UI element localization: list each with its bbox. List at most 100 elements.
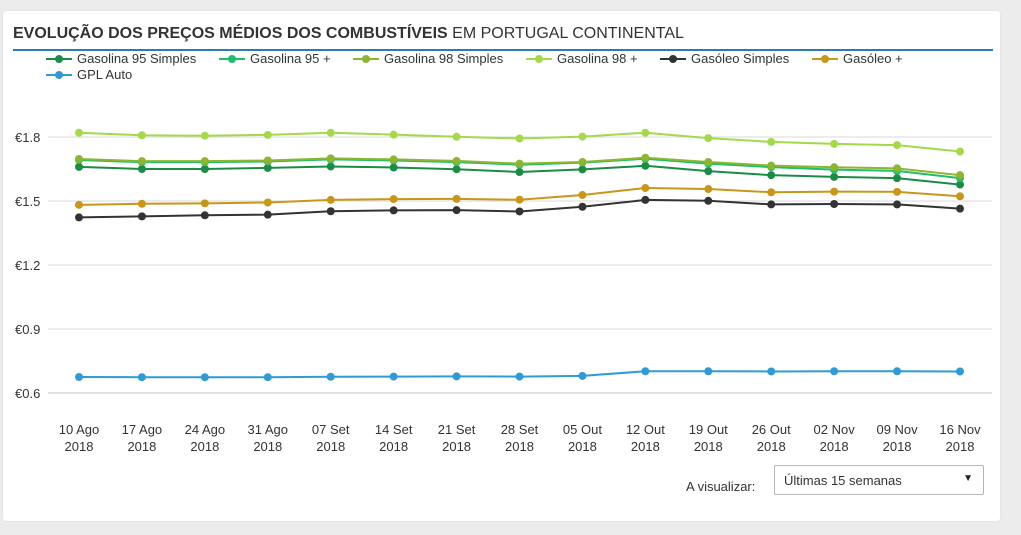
data-point: [641, 183, 650, 192]
caret-down-icon: ▼: [963, 473, 973, 484]
chart-card: EVOLUÇÃO DOS PREÇOS MÉDIOS DOS COMBUSTÍV…: [3, 11, 1000, 521]
data-point: [452, 194, 461, 203]
data-point: [830, 139, 839, 148]
x-tick-label-line: 21 Set: [438, 422, 476, 437]
data-point: [641, 195, 650, 204]
data-point: [389, 130, 398, 139]
x-tick-label-line: 2018: [694, 439, 723, 454]
x-tick-label-line: 2018: [253, 439, 282, 454]
data-point: [263, 210, 272, 219]
legend-marker-icon: [526, 55, 552, 63]
x-tick-label-line: 2018: [820, 439, 849, 454]
x-tick-label-line: 2018: [568, 439, 597, 454]
x-tick-label-line: 2018: [883, 439, 912, 454]
data-point: [515, 167, 524, 176]
data-point: [389, 163, 398, 172]
x-tick-label: 02 Nov 2018: [814, 422, 856, 454]
data-point: [515, 207, 524, 216]
period-select[interactable]: Últimas 15 semanas ▼: [774, 465, 984, 495]
chart-title: EVOLUÇÃO DOS PREÇOS MÉDIOS DOS COMBUSTÍV…: [13, 23, 993, 45]
data-point: [452, 165, 461, 174]
x-tick-label-line: 09 Nov: [876, 422, 918, 437]
data-point: [641, 153, 650, 162]
data-point: [578, 371, 587, 380]
data-point: [893, 174, 902, 183]
x-tick-label: 09 Nov 2018: [876, 422, 918, 454]
data-point: [200, 199, 209, 208]
data-point: [137, 131, 146, 140]
data-point: [326, 207, 335, 216]
data-point: [200, 373, 209, 382]
data-point: [767, 367, 776, 376]
data-point: [767, 188, 776, 197]
data-point: [326, 128, 335, 137]
x-tick-label: 16 Nov 2018: [939, 422, 981, 454]
x-tick-label-line: 2018: [505, 439, 534, 454]
x-tick-label-line: 05 Out: [563, 422, 602, 437]
legend-label: Gasolina 95 Simples: [77, 51, 197, 66]
x-tick-label-line: 16 Nov: [939, 422, 981, 437]
data-point: [452, 206, 461, 215]
x-tick-label-line: 26 Out: [752, 422, 791, 437]
x-tick-label-line: 2018: [316, 439, 345, 454]
x-tick-label: 28 Set 2018: [501, 422, 539, 454]
data-point: [641, 128, 650, 137]
data-point: [75, 200, 83, 209]
data-point: [893, 367, 902, 376]
data-point: [578, 191, 587, 200]
x-tick-label-line: 2018: [379, 439, 408, 454]
x-tick-label-line: 19 Out: [689, 422, 728, 437]
data-point: [830, 163, 839, 172]
x-tick-label-line: 2018: [190, 439, 219, 454]
x-tick-label: 24 Ago 2018: [185, 422, 226, 454]
data-point: [578, 202, 587, 211]
legend-marker-icon: [660, 55, 686, 63]
data-point: [830, 199, 839, 208]
data-point: [200, 131, 209, 140]
x-tick-label-line: 12 Out: [626, 422, 665, 437]
data-point: [830, 367, 839, 376]
data-point: [389, 372, 398, 381]
x-tick-label-line: 2018: [442, 439, 471, 454]
data-point: [263, 163, 272, 172]
data-point: [326, 195, 335, 204]
y-tick-label: €1.8: [15, 130, 40, 145]
data-point: [956, 367, 964, 376]
x-tick-label-line: 2018: [631, 439, 660, 454]
x-tick-label-line: 2018: [757, 439, 786, 454]
x-tick-label: 19 Out 2018: [689, 422, 728, 454]
data-point: [137, 199, 146, 208]
data-point: [75, 213, 83, 222]
data-point: [956, 204, 964, 213]
data-point: [326, 162, 335, 171]
x-tick-label: 07 Set 2018: [312, 422, 350, 454]
data-point: [767, 161, 776, 170]
x-tick-label-line: 2018: [946, 439, 975, 454]
x-tick-label: 10 Ago 2018: [59, 422, 100, 454]
x-tick-label-line: 14 Set: [375, 422, 413, 437]
data-point: [75, 154, 83, 163]
y-tick-label: €0.9: [15, 322, 40, 337]
data-point: [200, 165, 209, 173]
x-tick-label: 12 Out 2018: [626, 422, 665, 454]
data-point: [578, 132, 587, 141]
data-point: [452, 132, 461, 141]
data-point: [137, 373, 146, 382]
x-tick-label-line: 31 Ago: [248, 422, 289, 437]
y-tick-label: €1.2: [15, 258, 40, 273]
x-tick-label: 05 Out 2018: [563, 422, 602, 454]
legend-label: Gasóleo +: [843, 51, 903, 66]
data-point: [452, 156, 461, 165]
data-point: [704, 134, 713, 143]
data-point: [200, 157, 209, 166]
period-select-value: Últimas 15 semanas: [784, 473, 902, 488]
x-tick-label: 31 Ago 2018: [248, 422, 289, 454]
data-point: [326, 372, 335, 381]
x-tick-label-line: 24 Ago: [185, 422, 226, 437]
data-point: [137, 212, 146, 221]
data-point: [830, 187, 839, 196]
data-point: [956, 180, 964, 189]
data-point: [641, 161, 650, 170]
data-point: [893, 187, 902, 196]
